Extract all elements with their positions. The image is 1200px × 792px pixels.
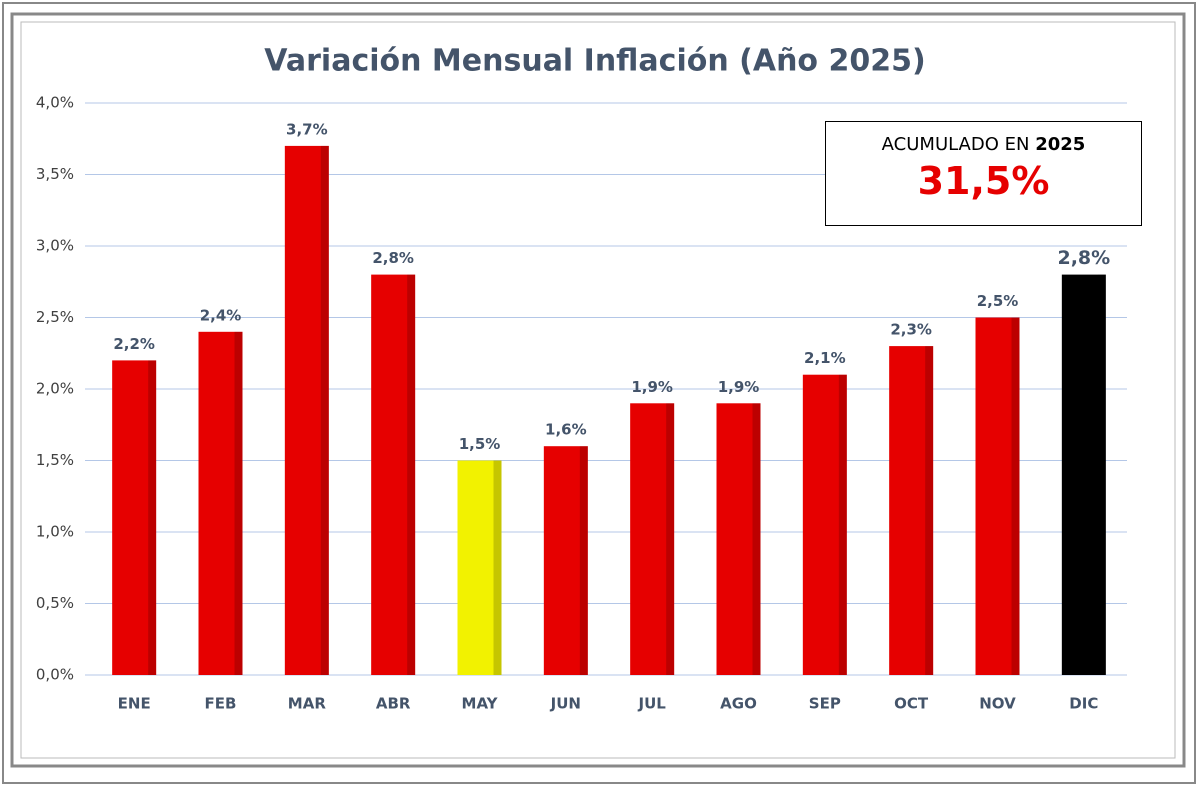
bar (975, 317, 1020, 675)
bar-shade (1011, 317, 1020, 675)
data-label: 1,5% (459, 435, 501, 453)
bar-shade (666, 403, 675, 675)
bar (198, 331, 243, 675)
x-tick-label: ENE (118, 695, 151, 713)
x-tick-label: JUL (638, 695, 667, 713)
x-tick-label: SEP (809, 695, 841, 713)
bar (284, 145, 329, 675)
data-label: 1,6% (545, 421, 587, 439)
inner-frame (10, 12, 1186, 768)
y-tick-label: 3,0% (36, 237, 74, 255)
y-tick-label: 3,5% (36, 165, 74, 183)
chart-title: Variación Mensual Inflación (Año 2025) (264, 44, 925, 79)
x-tick-label: NOV (979, 695, 1016, 713)
x-tick-label: OCT (894, 695, 929, 713)
y-tick-label: 4,0% (36, 94, 74, 112)
x-tick-label: DIC (1069, 695, 1098, 713)
bar (802, 374, 847, 675)
data-label: 2,3% (890, 321, 932, 339)
x-tick-label: JUN (550, 695, 581, 713)
x-tick-label: MAY (462, 695, 499, 713)
y-tick-label: 0,0% (36, 666, 74, 684)
bar (716, 403, 761, 675)
annotation-value: 31,5% (917, 159, 1050, 203)
data-label: 1,9% (718, 378, 760, 396)
data-label: 2,5% (977, 292, 1019, 310)
annotation-line: ACUMULADO EN 2025 (826, 134, 1141, 155)
chart-area (20, 21, 1176, 759)
bar (543, 446, 588, 675)
annotation-box: ACUMULADO EN 2025 31,5% (825, 121, 1142, 226)
data-label: 2,1% (804, 349, 846, 367)
bar (371, 274, 416, 675)
bar-shade (925, 346, 934, 675)
y-tick-label: 1,5% (36, 451, 74, 469)
x-tick-label: FEB (205, 695, 237, 713)
y-tick-label: 0,5% (36, 594, 74, 612)
bar-shade (407, 274, 416, 675)
x-tick-label: ABR (376, 695, 411, 713)
bar (630, 403, 675, 675)
annotation-label: ACUMULADO EN (881, 134, 1030, 155)
y-tick-label: 2,0% (36, 380, 74, 398)
x-tick-label: MAR (288, 695, 327, 713)
bar (457, 460, 502, 675)
bar (1061, 274, 1106, 675)
data-label: 2,8% (1057, 247, 1110, 269)
data-label: 2,4% (200, 306, 242, 324)
bar (889, 346, 934, 675)
y-tick-label: 1,0% (36, 523, 74, 541)
data-label: 2,8% (372, 249, 414, 267)
bar-shade (579, 446, 588, 675)
x-tick-label: AGO (720, 695, 757, 713)
bar-shade (838, 374, 847, 675)
y-tick-label: 2,5% (36, 308, 74, 326)
data-label: 1,9% (631, 378, 673, 396)
bar-shade (148, 360, 157, 675)
data-label: 3,7% (286, 120, 328, 138)
bar (112, 360, 157, 675)
data-label: 2,2% (113, 335, 155, 353)
bar-shade (493, 460, 502, 675)
bar-shade (234, 331, 243, 675)
annotation-year: 2025 (1035, 134, 1086, 155)
bar-shade (752, 403, 761, 675)
bar-shade (320, 145, 329, 675)
bar-shade (1097, 274, 1106, 675)
